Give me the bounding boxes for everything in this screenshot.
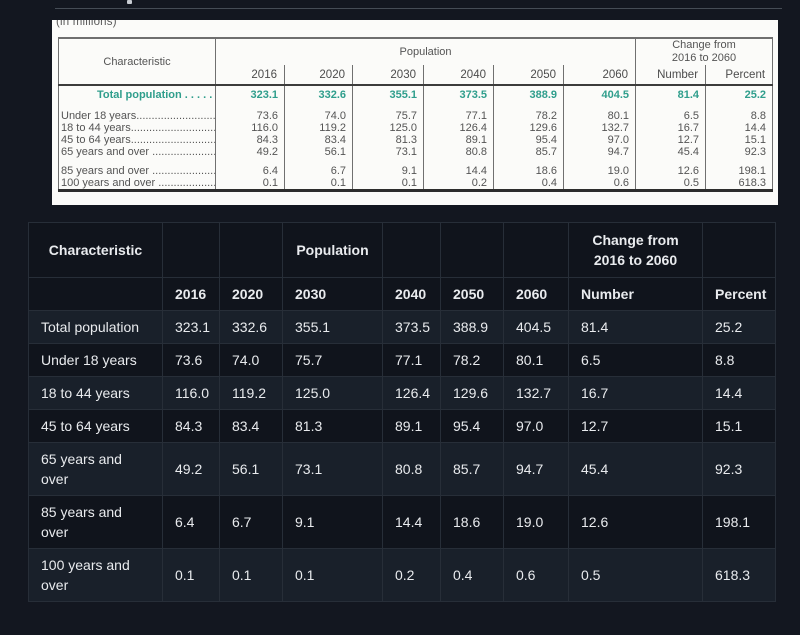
- table-units-note: (in millions): [56, 20, 117, 28]
- scan-year-header: 2020: [284, 65, 353, 86]
- scan-year-header: 2016: [215, 65, 285, 86]
- dark-year-header: 2030: [282, 277, 383, 311]
- table-row: Total population 323.1 332.6 355.1 373.5…: [28, 310, 776, 344]
- scan-year-header: 2030: [352, 65, 424, 86]
- dark-year-header: 2020: [219, 277, 283, 311]
- scan-characteristic-header: Characteristic: [58, 38, 216, 86]
- spacer-row: [58, 103, 774, 111]
- scan-year-header: 2060: [562, 65, 637, 86]
- empty-header-cell: [503, 222, 569, 278]
- dark-number-header: Number: [568, 277, 703, 311]
- table-row: 85 years and over 6.4 6.7 9.1 14.4 18.6 …: [28, 495, 776, 549]
- empty-header-cell: [28, 277, 163, 311]
- clipped-title-fragment: [127, 0, 132, 4]
- top-divider-line: [55, 8, 782, 9]
- census-table-image: (in millions) Characteristic Population …: [52, 20, 778, 205]
- dark-year-header: 2050: [440, 277, 504, 311]
- dark-characteristic-header: Characteristic: [28, 222, 163, 278]
- dark-percent-header: Percent: [702, 277, 776, 311]
- table-row: 100 years and over 0.1 0.1 0.1 0.2 0.4 0…: [28, 548, 776, 602]
- scan-percent-header: Percent: [705, 65, 774, 86]
- table-row: 85 years and over ......................…: [58, 165, 774, 178]
- table-row: 18 to 44 years 116.0 119.2 125.0 126.4 1…: [28, 376, 776, 410]
- scan-number-header: Number: [635, 65, 707, 86]
- table-row: 100 years and over .....................…: [58, 177, 774, 191]
- extracted-data-table: Characteristic Population Change from 20…: [28, 222, 776, 602]
- scan-population-header: Population: [214, 38, 637, 65]
- scan-year-header: 2050: [493, 65, 564, 86]
- table-row: 65 years and over 49.2 56.1 73.1 80.8 85…: [28, 442, 776, 496]
- dark-change-header: Change from 2016 to 2060: [568, 222, 703, 278]
- table-row: Under 18 years 73.6 74.0 75.7 77.1 78.2 …: [28, 343, 776, 377]
- dark-population-header: Population: [282, 222, 383, 278]
- spacer-row: [58, 158, 774, 166]
- scan-header-row-2: 2016 2020 2030 2040 2050 2060 Number Per…: [59, 65, 774, 86]
- scan-table: Characteristic Population Change from 20…: [58, 37, 774, 192]
- table-row: 45 to 64 years..........................…: [58, 134, 774, 147]
- empty-header-cell: [440, 222, 504, 278]
- empty-header-cell: [382, 222, 441, 278]
- table-row: 18 to 44 years..........................…: [58, 122, 774, 135]
- table-row: 45 to 64 years 84.3 83.4 81.3 89.1 95.4 …: [28, 409, 776, 443]
- dark-header-row-2: 2016 2020 2030 2040 2050 2060 Number Per…: [28, 277, 776, 311]
- dark-header-row-1: Characteristic Population Change from 20…: [28, 222, 776, 278]
- scan-year-header: 2040: [423, 65, 494, 86]
- table-row: 65 years and over ......................…: [58, 146, 774, 159]
- dark-year-header: 2016: [162, 277, 220, 311]
- dark-year-header: 2040: [382, 277, 441, 311]
- scan-header-row-1: Characteristic Population Change from 20…: [58, 38, 774, 86]
- scan-change-header: Change from 2016 to 2060: [635, 38, 774, 65]
- empty-header-cell: [702, 222, 776, 278]
- empty-header-cell: [219, 222, 283, 278]
- dark-year-header: 2060: [503, 277, 569, 311]
- table-row: Under 18 years..........................…: [58, 110, 774, 123]
- table-row: Total population . . . . . . . . . 323.1…: [58, 85, 774, 104]
- empty-header-cell: [162, 222, 220, 278]
